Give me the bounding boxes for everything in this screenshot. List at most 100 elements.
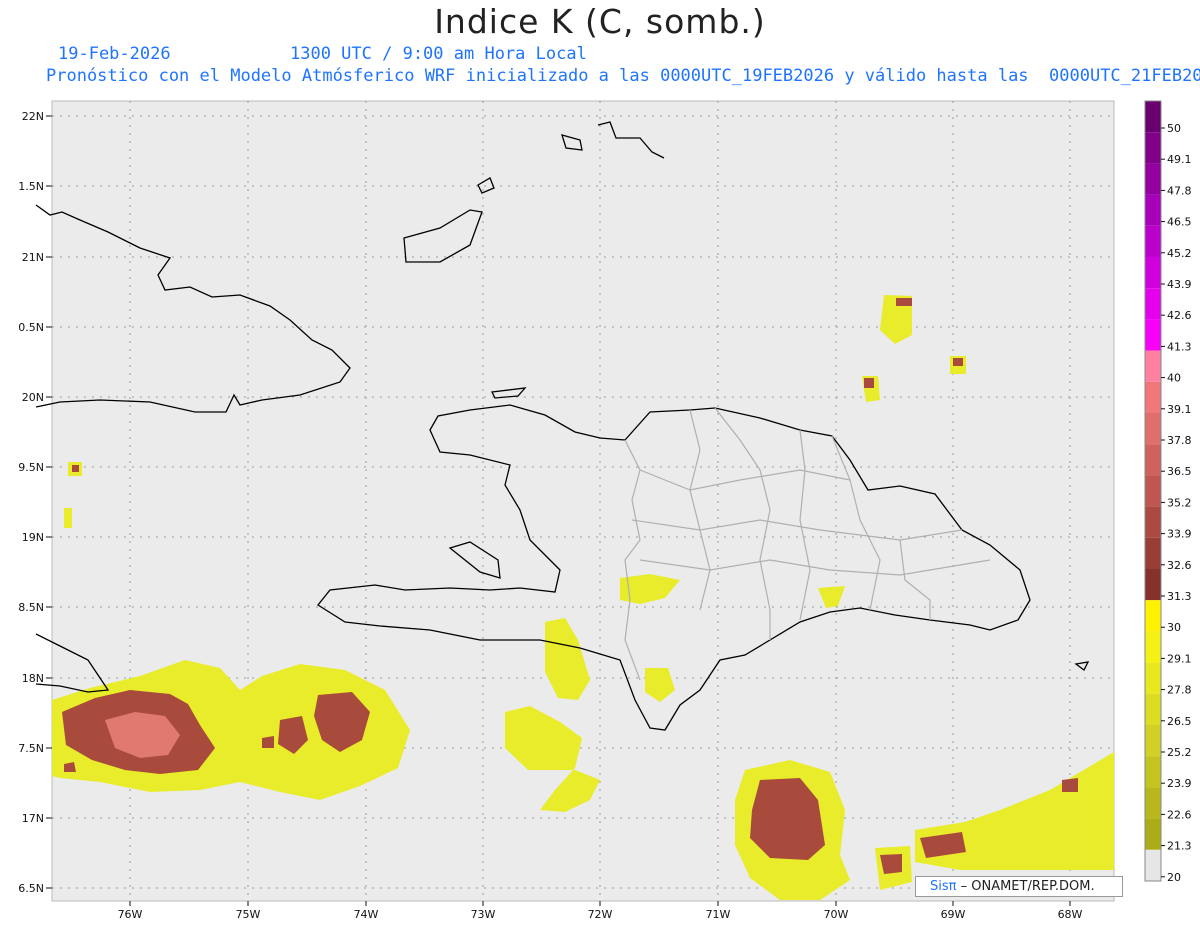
lat-label: 8.5N <box>18 601 44 614</box>
legend-label: 37.8 <box>1167 434 1192 447</box>
legend-swatch <box>1145 194 1161 226</box>
lon-label: 72W <box>588 908 613 921</box>
lon-label: 74W <box>354 908 379 921</box>
axis-labels: 76W 75W 74W 73W 72W 71W 70W 69W 68W 22N 1.5N 21N 0.5… <box>18 110 1082 921</box>
legend-label: 43.9 <box>1167 278 1192 291</box>
forecast-description: Pronóstico con el Modelo Atmósferico WRF… <box>46 66 1200 86</box>
legend-swatch <box>1145 132 1161 164</box>
k-index-region-hispaniola <box>620 574 680 604</box>
legend-label: 42.6 <box>1167 309 1192 322</box>
legend-swatch <box>1145 381 1161 413</box>
legend-swatch <box>1145 725 1161 757</box>
k-index-core-se4 <box>1062 778 1078 792</box>
province-borders <box>624 407 991 681</box>
lat-label: 18N <box>22 672 44 685</box>
k-index-core-sw3 <box>278 716 308 754</box>
legend-swatch <box>1145 600 1161 632</box>
legend-label: 45.2 <box>1167 247 1192 260</box>
lat-label: 21N <box>22 251 44 264</box>
map-title: Indice K (C, somb.) <box>434 2 766 41</box>
lon-label: 70W <box>824 908 849 921</box>
lat-label: 1.5N <box>18 180 44 193</box>
lon-label: 69W <box>941 908 966 921</box>
legend-swatch <box>1145 257 1161 289</box>
k-index-core-sw4 <box>262 736 274 748</box>
legend-swatch <box>1145 849 1161 881</box>
lat-label: 0.5N <box>18 321 44 334</box>
legend-swatch <box>1145 288 1161 320</box>
legend-swatch <box>1145 163 1161 195</box>
legend-label: 20 <box>1167 871 1181 884</box>
legend-label: 23.9 <box>1167 777 1192 790</box>
k-index-core-n1 <box>896 298 912 306</box>
lon-label: 68W <box>1058 908 1083 921</box>
legend-swatch <box>1145 662 1161 694</box>
legend-label: 46.5 <box>1167 216 1192 229</box>
legend-swatch <box>1145 444 1161 476</box>
legend-label: 31.3 <box>1167 590 1192 603</box>
legend-swatch <box>1145 756 1161 788</box>
legend-swatch <box>1145 413 1161 445</box>
k-index-core-n3 <box>953 358 963 366</box>
legend-label: 40 <box>1167 372 1181 385</box>
lon-label: 75W <box>236 908 261 921</box>
k-index-region-sc2 <box>505 706 600 812</box>
legend-swatch <box>1145 475 1161 507</box>
legend-swatch <box>1145 631 1161 663</box>
lon-label: 71W <box>706 908 731 921</box>
lat-label: 22N <box>22 110 44 123</box>
coast-bahamas-4 <box>597 121 665 159</box>
credit-brand: Sisπ <box>930 879 957 894</box>
coast-gonave <box>448 541 501 579</box>
lat-label: 20N <box>22 391 44 404</box>
k-index-region-sc1 <box>545 618 590 700</box>
legend-label: 49.1 <box>1167 153 1192 166</box>
coast-turks <box>491 387 527 399</box>
lat-label: 6.5N <box>18 882 44 895</box>
k-index-core-se2 <box>880 854 902 874</box>
legend-label: 39.1 <box>1167 403 1192 416</box>
legend-swatch <box>1145 537 1161 569</box>
k-index-core-n2 <box>864 378 874 388</box>
coast-cuba <box>35 204 351 413</box>
k-index-peak-sw <box>105 712 180 758</box>
legend-label: 35.2 <box>1167 496 1192 509</box>
lat-label: 17N <box>22 812 44 825</box>
legend-swatch <box>1145 818 1161 850</box>
k-index-region-n1 <box>880 295 912 344</box>
legend-swatch <box>1145 101 1161 133</box>
legend-swatch <box>1145 225 1161 257</box>
legend-label: 26.5 <box>1167 715 1192 728</box>
lon-label: 73W <box>471 908 496 921</box>
legend-label: 47.8 <box>1167 184 1192 197</box>
lat-label: 9.5N <box>18 461 44 474</box>
legend-label: 30 <box>1167 621 1181 634</box>
k-index-core-sw5 <box>64 762 76 772</box>
coast-beata <box>1074 661 1090 671</box>
legend-label: 50 <box>1167 122 1181 135</box>
k-index-region-se3 <box>915 752 1114 870</box>
legend-label: 29.1 <box>1167 652 1192 665</box>
k-index-region-w2 <box>64 508 72 528</box>
legend-label: 27.8 <box>1167 684 1192 697</box>
legend-label: 36.5 <box>1167 465 1192 478</box>
lat-label: 7.5N <box>18 742 44 755</box>
coast-bahamas-3 <box>561 134 583 151</box>
lat-label: 19N <box>22 531 44 544</box>
legend-label: 22.6 <box>1167 808 1192 821</box>
legend-label: 32.6 <box>1167 559 1192 572</box>
legend-swatch <box>1145 319 1161 351</box>
legend-label: 41.3 <box>1167 340 1192 353</box>
k-index-core-se1 <box>750 778 825 860</box>
coast-bahamas-2 <box>477 177 495 194</box>
coast-bahamas-1 <box>403 209 483 263</box>
k-index-fields <box>52 295 1114 900</box>
color-legend: 50 49.1 47.8 46.5 45.2 43.9 42.6 41.3 40 39.1 37.8… <box>1144 100 1192 884</box>
lon-label: 76W <box>118 908 143 921</box>
valid-date: 19-Feb-2026 <box>58 44 171 64</box>
legend-swatch <box>1145 787 1161 819</box>
coast-jamaica <box>35 633 110 693</box>
legend-swatch <box>1145 506 1161 538</box>
legend-label: 33.9 <box>1167 528 1192 541</box>
